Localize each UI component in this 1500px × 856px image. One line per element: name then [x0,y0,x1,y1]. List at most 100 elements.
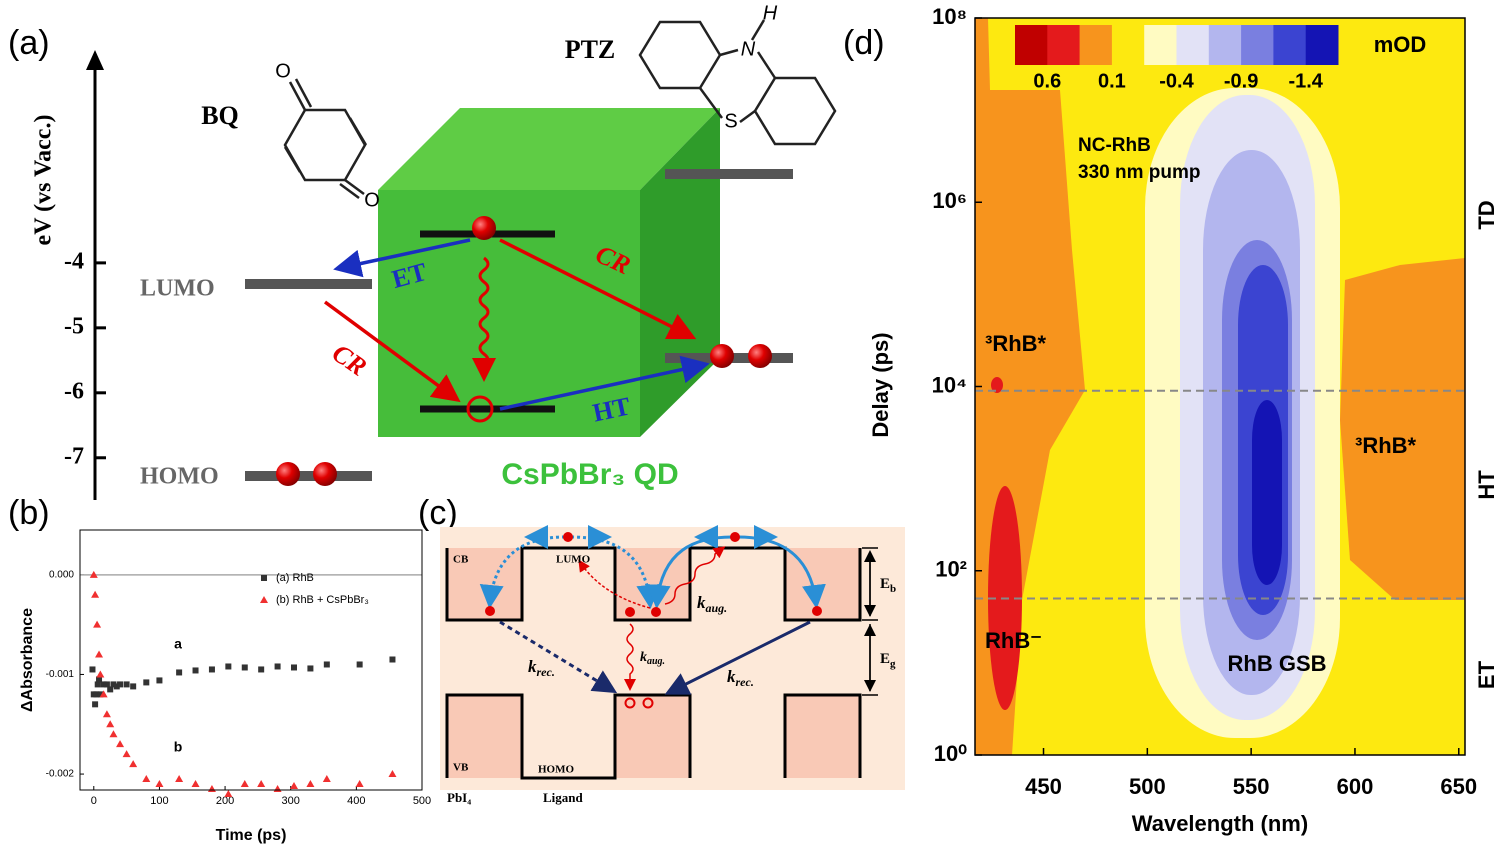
symbol: E [880,651,890,667]
bq-molecule [283,78,368,200]
electron [472,216,496,240]
gap-label: Eg [880,651,896,669]
annotation: a [174,636,182,652]
data-point [356,661,363,668]
symbol: k [727,667,736,686]
x-axis-title: Time (ps) [216,827,287,844]
data-point [99,690,108,698]
data-point [96,676,103,683]
x-tick-label: 450 [1025,774,1062,799]
data-point [142,775,151,783]
subscript: g [890,658,896,670]
electrons [485,532,822,617]
data-point [93,691,100,698]
shape [615,695,690,778]
data-point [225,663,232,670]
data-point [103,681,110,688]
symbol: E [880,576,890,592]
symbol: k [697,593,706,612]
electron [313,462,337,486]
annotation: RhB GSB [1228,651,1327,676]
process-label: CR [327,338,372,382]
shape [812,606,822,616]
data-point [106,720,115,728]
atom-label: O [364,189,380,211]
shape [638,20,722,90]
x-axis-title: Wavelength (nm) [1132,811,1308,836]
heatmap-field [1340,258,1465,600]
y-tick-label: -7 [64,443,84,469]
hole [624,697,636,709]
data-point [306,780,315,788]
gap-markers [862,547,878,696]
layer-label: PbI₄ [447,790,471,805]
colorbar-tick-label: 0.6 [1033,70,1061,92]
annotation: NC-RhB [1078,135,1151,156]
data-point [122,750,131,758]
data-point [107,686,114,693]
shape [730,532,740,542]
legend-marker [260,596,268,603]
colorbar-tick-label: -0.4 [1159,70,1194,92]
colorbar-swatch [1015,25,1048,65]
atom-label: O [275,60,291,82]
shape [698,87,724,119]
arrow-cr [499,238,697,340]
atom-label: H [763,2,778,24]
data-point [94,681,101,688]
data-point [116,740,125,748]
shape [719,48,739,57]
colorbar-tick-label: -1.4 [1288,70,1323,92]
colorbar-swatch [1305,25,1339,65]
data-point [117,681,124,688]
data-point [289,782,298,790]
conduction-band [445,546,862,622]
shape [283,108,367,182]
x-tick-label: 0 [91,795,97,807]
electron [276,462,300,486]
rate-label: kaug. [697,593,727,615]
shape [739,109,756,124]
shape [756,51,777,79]
data-point [389,656,396,663]
legend-label: (a) RhB [276,572,314,584]
y-tick-label: -0.001 [46,669,75,680]
gap-label: Eb [880,576,896,594]
heatmap-field [991,377,1003,393]
heatmap [975,18,1465,755]
qd-label: CsPbBr₃ QD [501,458,678,491]
data-point [130,683,137,690]
symbol: k [640,650,647,665]
data-point [176,669,183,676]
y-tick-label: 10² [935,557,967,582]
atom-label: N [741,38,756,60]
hole [466,395,494,423]
data-point [191,780,200,788]
band-label: HOMO [538,764,574,776]
y-tick-label: -6 [64,378,84,404]
x-tick-label: 100 [150,795,168,807]
data-point [97,691,104,698]
heatmap-field [1252,400,1282,585]
subscript: aug. [647,656,665,667]
data-point [388,770,397,778]
data-point [257,780,266,788]
x-tick-label: 200 [216,795,234,807]
level-label: LUMO [140,276,215,302]
colorbar-tick-label: -0.9 [1224,70,1258,92]
y-tick-label: 10⁴ [932,372,967,397]
annotation: b [174,739,183,755]
shape [750,19,766,41]
rate-label: krec. [528,657,555,679]
region-label: ET [1474,660,1499,689]
data-point [92,701,99,708]
molecule-label: PTZ [565,35,616,64]
data-point [240,780,249,788]
data-point [273,785,282,793]
band-label: VB [453,762,469,774]
hole [642,697,654,709]
region-label: HT [1474,470,1499,500]
shape [344,178,365,196]
shape [651,607,661,617]
